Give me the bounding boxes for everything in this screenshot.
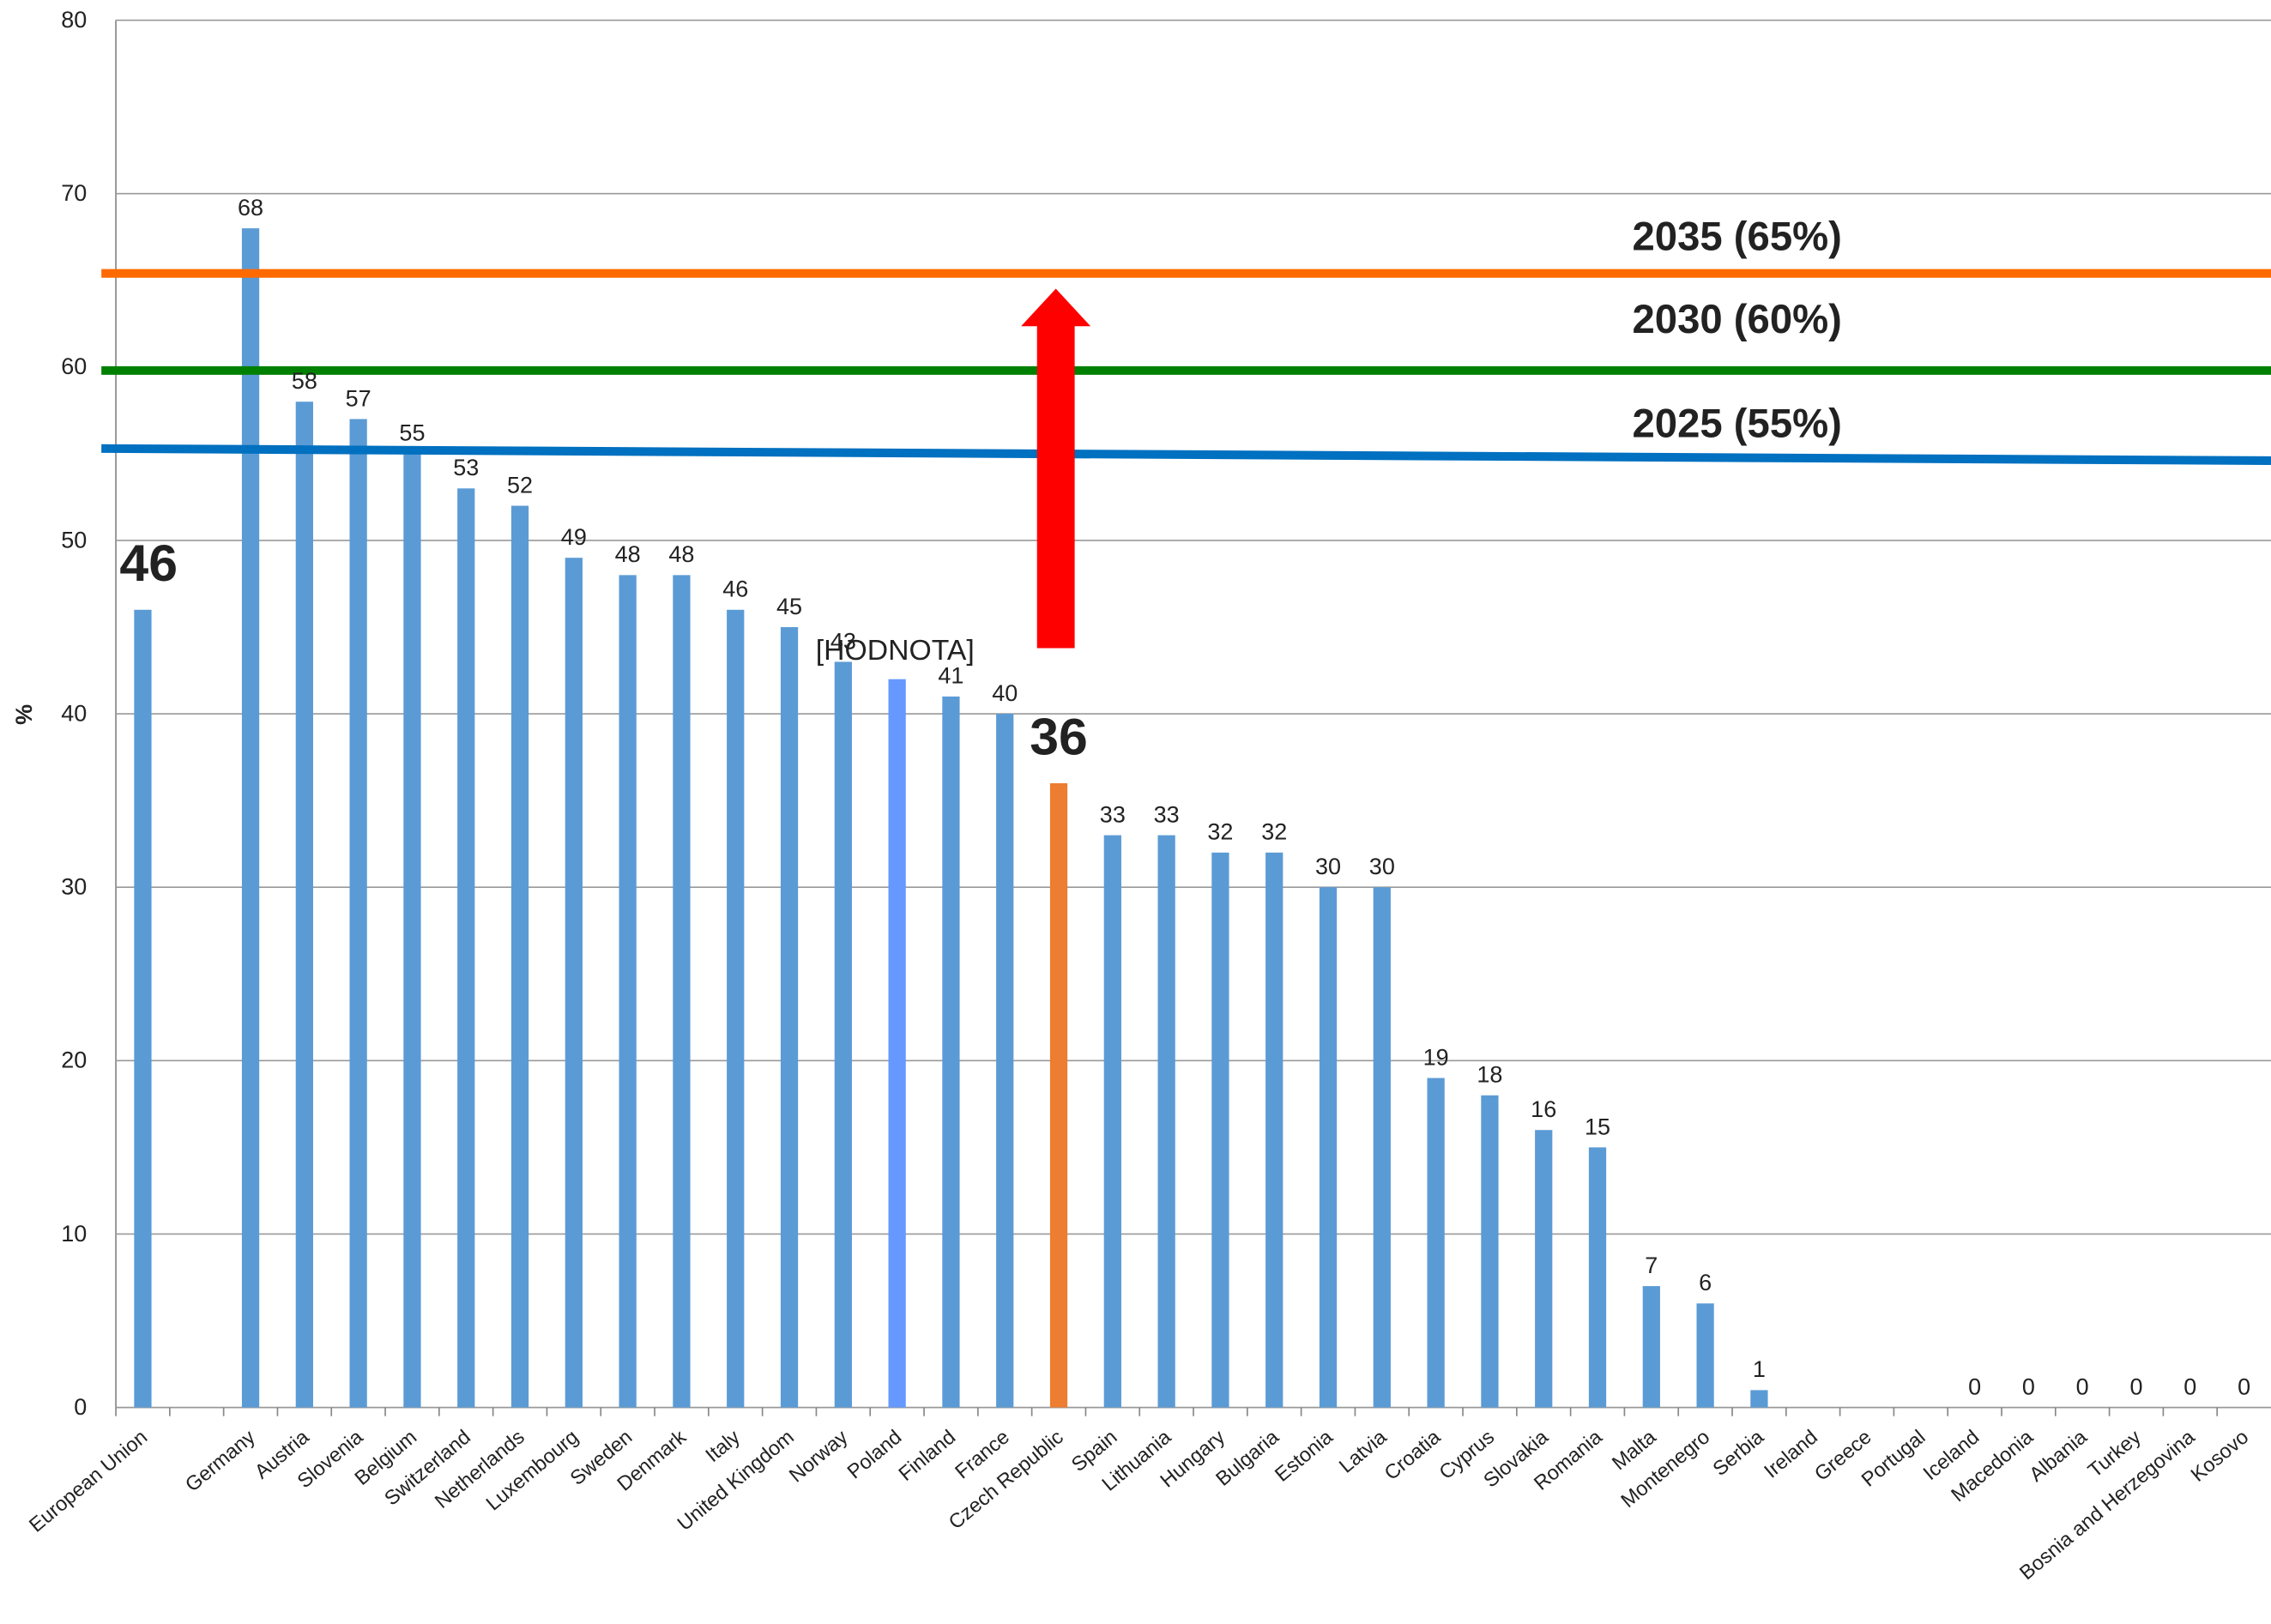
value-label: 52: [507, 472, 533, 498]
bar: [295, 401, 313, 1408]
y-tick-label: 30: [61, 874, 87, 900]
x-tick-label: Italy: [701, 1425, 744, 1466]
x-tick-label: Estonia: [1271, 1425, 1338, 1486]
value-label: 48: [668, 541, 694, 567]
y-tick-label: 10: [61, 1221, 87, 1247]
x-tick-label: Croatia: [1380, 1425, 1446, 1484]
value-label: 0: [2022, 1373, 2035, 1399]
bar: [1588, 1147, 1607, 1408]
bar: [241, 228, 260, 1408]
x-tick-label: Norway: [785, 1425, 852, 1486]
x-tick-label: European Union: [25, 1426, 152, 1536]
value-label: 0: [2076, 1373, 2089, 1399]
bars: [134, 228, 1768, 1408]
x-tick-label: Germany: [181, 1425, 259, 1495]
value-label: 19: [1423, 1044, 1449, 1070]
value-label: 46: [722, 577, 748, 602]
bar: [727, 609, 745, 1408]
y-tick-label: 60: [61, 353, 87, 379]
value-label: 1: [1753, 1356, 1766, 1382]
reference-lines: [101, 269, 2271, 466]
bar: [1696, 1303, 1714, 1408]
reference-line: [101, 444, 2271, 466]
bar: [1157, 835, 1175, 1408]
bar: [1481, 1095, 1499, 1408]
value-label: 46: [119, 534, 178, 592]
bar: [996, 714, 1014, 1408]
value-label: 33: [1154, 801, 1180, 827]
value-label: 0: [1968, 1373, 1981, 1399]
grid: [115, 19, 2271, 1416]
x-tick-label: Albania: [2025, 1425, 2092, 1486]
value-label: 33: [1100, 801, 1126, 827]
y-tick-label: 40: [61, 701, 87, 727]
value-label: 40: [992, 680, 1018, 706]
annotation: [HODNOTA]: [816, 634, 975, 667]
bar: [403, 453, 421, 1408]
bar: [1750, 1390, 1768, 1408]
value-label: 45: [776, 594, 802, 619]
bar: [1373, 887, 1391, 1408]
value-label: 30: [1315, 854, 1341, 879]
bar: [942, 696, 960, 1408]
bar: [619, 575, 637, 1408]
value-label: 68: [238, 195, 263, 220]
x-tick-label: Serbia: [1708, 1425, 1768, 1480]
value-label: 57: [346, 385, 371, 411]
bar: [1049, 782, 1068, 1408]
value-label: 53: [453, 455, 479, 480]
bar: [457, 488, 475, 1408]
arrow: [1021, 288, 1091, 649]
bar: [1642, 1286, 1660, 1408]
bar: [780, 627, 799, 1408]
bar: [888, 679, 906, 1408]
bar: [1319, 887, 1338, 1408]
value-label: 0: [2129, 1373, 2142, 1399]
y-tick-label: 20: [61, 1047, 87, 1073]
reference-label: 2035 (65%): [1633, 214, 1842, 260]
bar: [1265, 852, 1283, 1408]
y-tick-label: 80: [61, 7, 87, 33]
value-label: 0: [2183, 1373, 2196, 1399]
bar: [134, 609, 152, 1408]
value-label: 6: [1699, 1270, 1712, 1295]
y-tick-label: 50: [61, 527, 87, 552]
value-label: 32: [1261, 819, 1287, 845]
value-label: 49: [561, 524, 587, 550]
reference-label: 2030 (60%): [1633, 297, 1842, 342]
value-label: 43: [830, 628, 856, 654]
bar: [510, 505, 529, 1408]
bar: [565, 558, 583, 1408]
bar: [1211, 852, 1229, 1408]
value-label: 48: [615, 541, 641, 567]
value-label: 58: [292, 368, 317, 394]
x-tick-label: Ireland: [1760, 1426, 1821, 1482]
value-label: 32: [1207, 819, 1233, 845]
bar: [349, 419, 367, 1408]
y-tick-label: 0: [74, 1394, 87, 1420]
value-label: 41: [938, 663, 963, 689]
value-label: 16: [1531, 1096, 1556, 1122]
y-axis-label: %: [11, 704, 37, 725]
x-tick-label: Finland: [894, 1426, 959, 1486]
x-tick-label: Poland: [843, 1426, 906, 1483]
value-label: 7: [1645, 1253, 1658, 1278]
value-label: 36: [1030, 707, 1088, 765]
value-label: 18: [1477, 1062, 1502, 1088]
bar: [1103, 835, 1121, 1408]
x-tick-label: Kosovo: [2186, 1426, 2252, 1486]
bar: [673, 575, 691, 1408]
value-label: 55: [399, 420, 425, 446]
bar: [1535, 1130, 1553, 1408]
y-tick-label: 70: [61, 180, 87, 206]
value-label: 15: [1585, 1114, 1610, 1139]
bar: [834, 661, 852, 1408]
value-label: 0: [2238, 1373, 2250, 1399]
bar: [1427, 1078, 1445, 1408]
value-label: 30: [1369, 854, 1395, 879]
reference-label: 2025 (55%): [1633, 401, 1842, 446]
